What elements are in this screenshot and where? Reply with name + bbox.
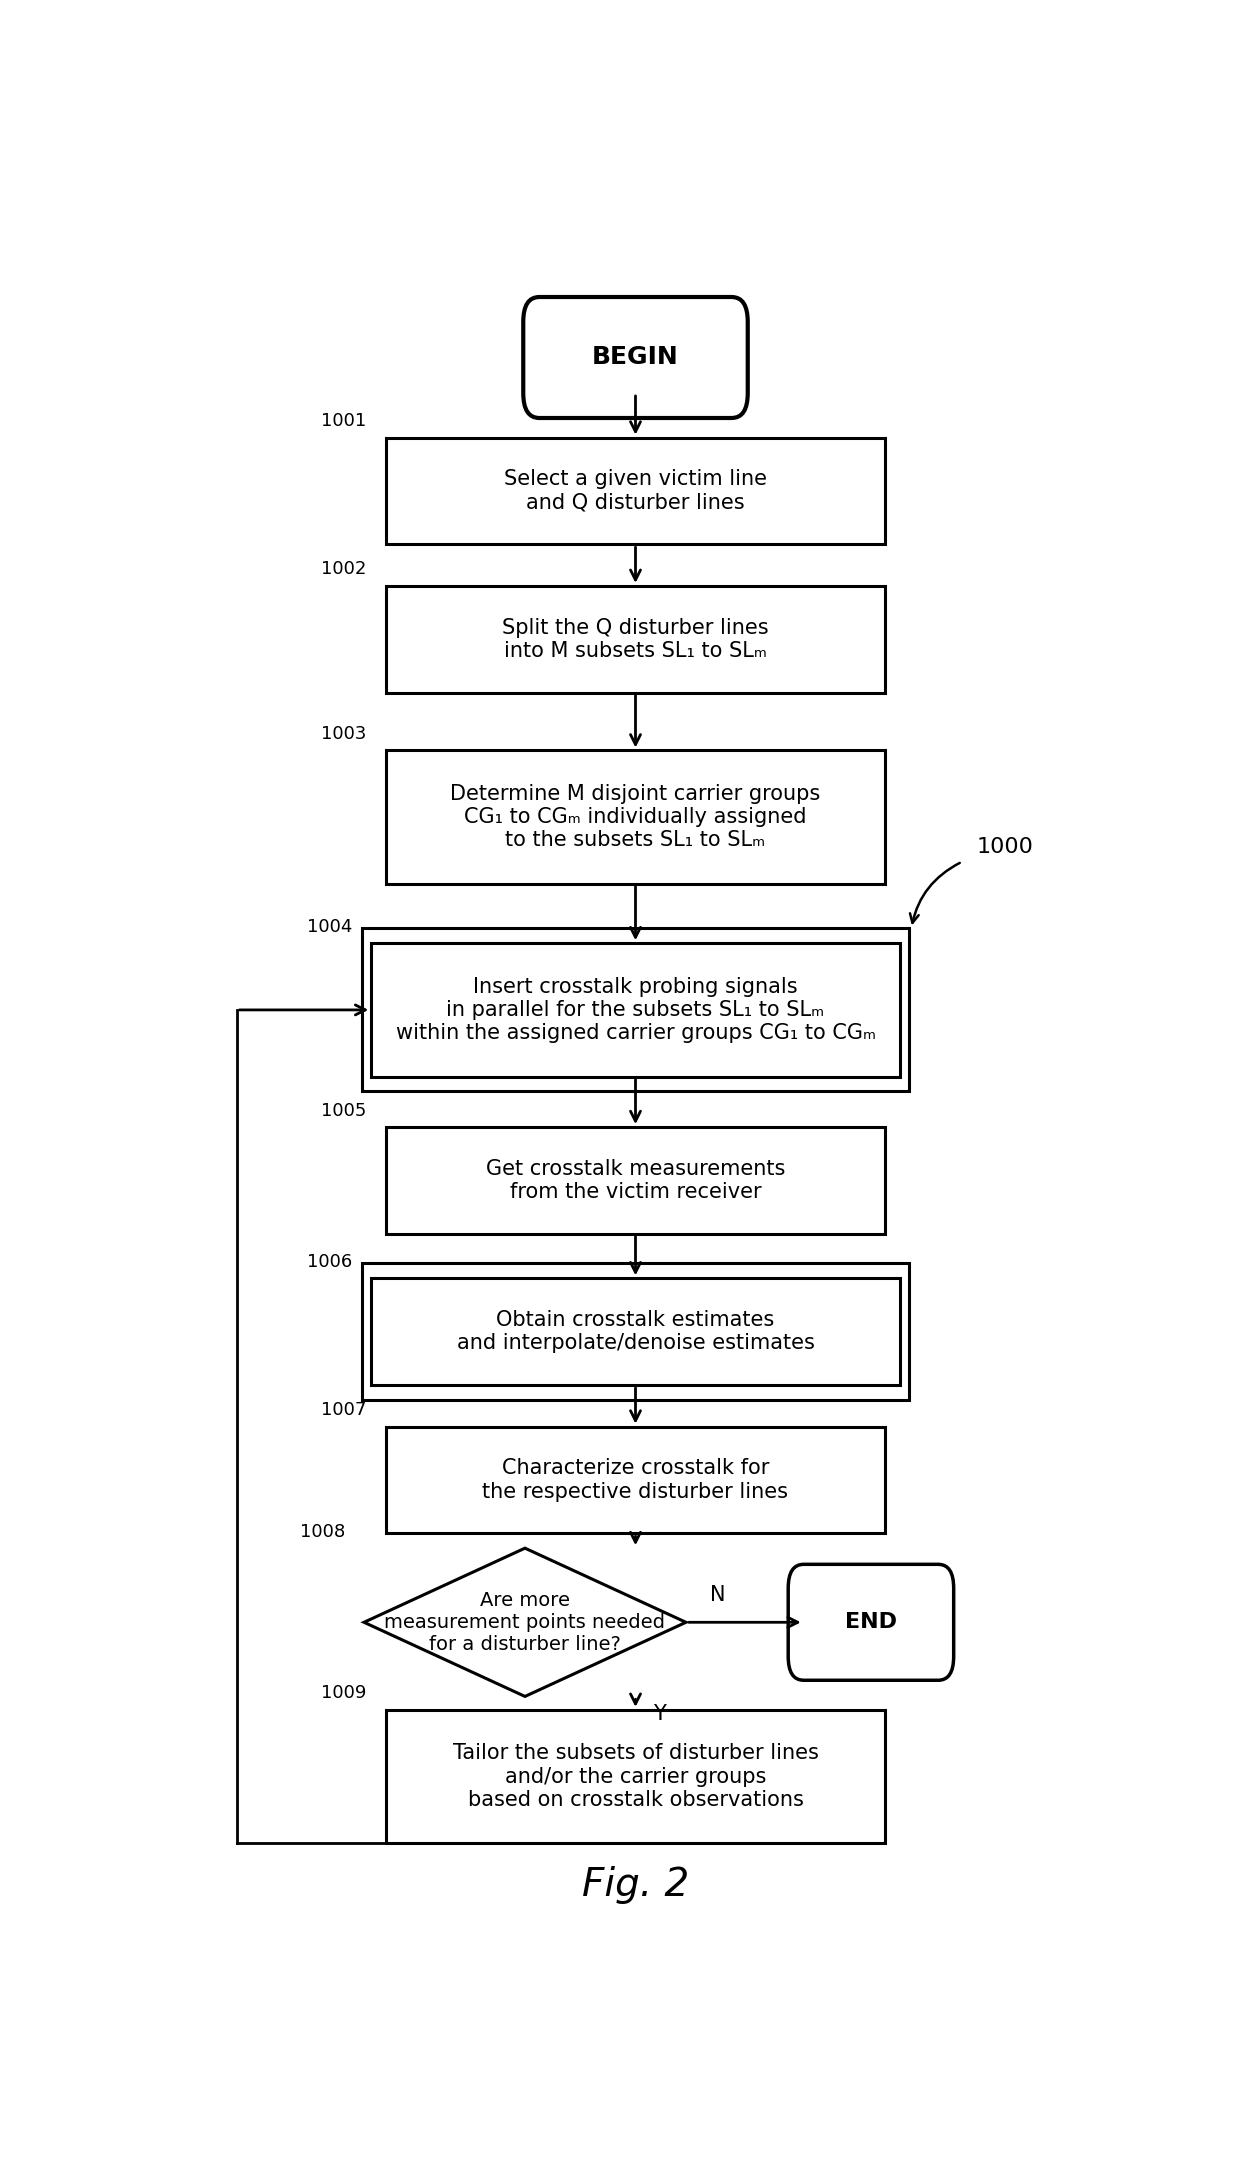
Text: Split the Q disturber lines
into M subsets SL₁ to SLₘ: Split the Q disturber lines into M subse… (502, 618, 769, 662)
Bar (386, 1127, 885, 1234)
Text: 1008: 1008 (300, 1523, 345, 1541)
Bar (371, 1277, 900, 1386)
Bar (362, 1264, 909, 1399)
Text: Fig. 2: Fig. 2 (582, 1865, 689, 1904)
Text: Get crosstalk measurements
from the victim receiver: Get crosstalk measurements from the vict… (486, 1160, 785, 1201)
Polygon shape (365, 1547, 686, 1697)
Text: END: END (844, 1612, 897, 1632)
Bar (386, 585, 885, 692)
Text: Tailor the subsets of disturber lines
and/or the carrier groups
based on crossta: Tailor the subsets of disturber lines an… (453, 1743, 818, 1810)
Text: Determine M disjoint carrier groups
CG₁ to CGₘ individually assigned
to the subs: Determine M disjoint carrier groups CG₁ … (450, 783, 821, 851)
Text: Insert crosstalk probing signals
in parallel for the subsets SL₁ to SLₘ
within t: Insert crosstalk probing signals in para… (396, 977, 875, 1042)
Text: Select a given victim line
and Q disturber lines: Select a given victim line and Q disturb… (503, 470, 768, 514)
Text: BEGIN: BEGIN (593, 346, 678, 370)
Text: Y: Y (652, 1704, 666, 1723)
Text: N: N (711, 1584, 725, 1604)
Bar (362, 929, 909, 1092)
Text: 1007: 1007 (321, 1401, 367, 1419)
Text: 1002: 1002 (321, 561, 367, 579)
Text: 1003: 1003 (321, 725, 367, 742)
Text: Obtain crosstalk estimates
and interpolate/denoise estimates: Obtain crosstalk estimates and interpola… (456, 1310, 815, 1353)
Text: 1006: 1006 (306, 1253, 352, 1271)
Text: 1001: 1001 (321, 411, 367, 431)
FancyBboxPatch shape (523, 296, 748, 418)
Text: 1000: 1000 (977, 838, 1033, 857)
Text: 1009: 1009 (321, 1684, 367, 1702)
FancyBboxPatch shape (789, 1565, 954, 1680)
Bar (386, 1427, 885, 1534)
Text: Characterize crosstalk for
the respective disturber lines: Characterize crosstalk for the respectiv… (482, 1458, 789, 1501)
Text: 1004: 1004 (306, 918, 352, 936)
Bar (386, 751, 885, 883)
Bar (386, 437, 885, 544)
Bar (371, 942, 900, 1077)
Bar (386, 1710, 885, 1843)
Text: Are more
measurement points needed
for a disturber line?: Are more measurement points needed for a… (384, 1591, 666, 1654)
Text: 1005: 1005 (321, 1101, 367, 1121)
